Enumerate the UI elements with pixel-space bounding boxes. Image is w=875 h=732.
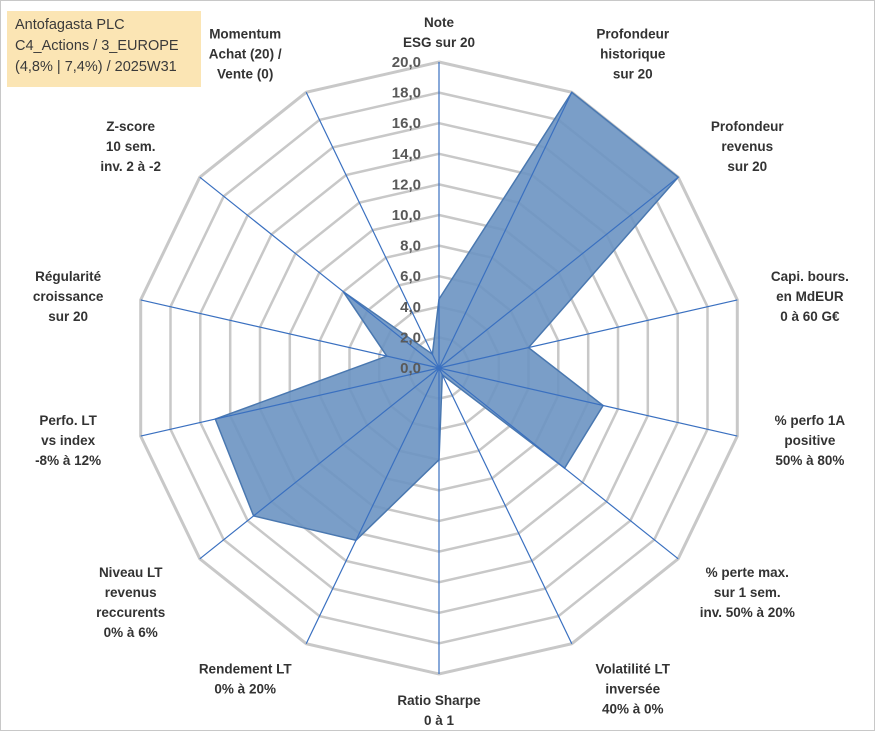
- axis-label-line: 50% à 80%: [775, 453, 844, 468]
- axis-label-line: % perfo 1A: [775, 413, 846, 428]
- axis-label-line: Régularité: [35, 269, 102, 284]
- tick-label: 16,0: [392, 115, 421, 132]
- axis-label-line: Niveau LT: [99, 565, 163, 580]
- axis-label-line: croissance: [33, 289, 104, 304]
- axis-label-line: 0% à 20%: [214, 681, 276, 696]
- tick-label: 8,0: [400, 238, 421, 255]
- axis-label-line: inv. 2 à -2: [100, 159, 161, 174]
- axis-spoke: [199, 367, 440, 560]
- tick-label: 18,0: [392, 85, 421, 102]
- title-company: Antofagasta PLC: [15, 17, 125, 33]
- axis-label-line: Rendement LT: [199, 661, 293, 676]
- tick-label: 14,0: [392, 146, 421, 163]
- title-category: C4_Actions / 3_EUROPE: [15, 38, 179, 54]
- tick-label: 12,0: [392, 176, 421, 193]
- tick-label: 20,0: [392, 54, 421, 71]
- axis-label-line: sur 20: [727, 159, 767, 174]
- axis-label-line: Z-score: [106, 119, 155, 134]
- axis-spoke: [438, 367, 573, 644]
- axis-label-line: Volatilité LT: [596, 661, 671, 676]
- axis-label-line: 0 à 60 G€: [780, 309, 840, 324]
- axis-label-line: inversée: [605, 681, 660, 696]
- axis-label-line: 10 sem.: [106, 139, 156, 154]
- axis-label-line: ESG sur 20: [403, 35, 475, 50]
- radial-tick-labels: 0,0 2,0 4,0 6,0 8,0 10,0 12,0 14,0 16,0 18,0 20,0: [392, 54, 421, 377]
- axis-label-line: vs index: [41, 433, 96, 448]
- axis-label-line: Profondeur: [711, 119, 784, 134]
- axis-spoke: [438, 367, 679, 560]
- axis-label-line: sur 1 sem.: [714, 585, 781, 600]
- axis-label-line: Note: [424, 15, 454, 30]
- axis-label-line: Achat (20) /: [209, 47, 282, 62]
- tick-label: 2,0: [400, 329, 421, 346]
- series-area: [214, 91, 680, 542]
- axis-spoke: [438, 299, 738, 369]
- axis-label-line: sur 20: [613, 67, 653, 82]
- axis-label-line: reccurents: [96, 605, 165, 620]
- tick-label: 0,0: [400, 360, 421, 377]
- axis-label-line: Perfo. LT: [39, 413, 97, 428]
- radar-spokes: [140, 62, 738, 674]
- axis-label-line: Profondeur: [596, 27, 669, 42]
- axis-spoke: [305, 92, 440, 369]
- axis-label-line: 0 à 1: [424, 713, 455, 728]
- axis-label-line: revenus: [721, 139, 773, 154]
- axis-label-line: Momentum: [209, 27, 281, 42]
- axis-labels: Note ESG sur 20 Profondeur historique sur 20…: [33, 15, 849, 728]
- axis-spoke: [438, 367, 738, 437]
- axis-label-line: inv. 50% à 20%: [700, 605, 795, 620]
- axis-label-line: Capi. bours.: [771, 269, 849, 284]
- axis-spoke: [438, 176, 679, 369]
- title-stats: (4,8% | 7,4%) / 2025W31: [15, 59, 177, 75]
- axis-label-line: Ratio Sharpe: [397, 693, 481, 708]
- axis-label-line: revenus: [105, 585, 157, 600]
- axis-label-line: 40% à 0%: [602, 701, 664, 716]
- axis-label-line: -8% à 12%: [35, 453, 101, 468]
- radar-series: [214, 91, 680, 542]
- tick-label: 4,0: [400, 299, 421, 316]
- axis-label-line: 0% à 6%: [104, 625, 158, 640]
- tick-label: 10,0: [392, 207, 421, 224]
- axis-spoke: [199, 176, 440, 369]
- axis-label-line: historique: [600, 47, 666, 62]
- axis-spoke: [140, 299, 440, 369]
- axis-label-line: positive: [784, 433, 836, 448]
- axis-spoke: [140, 367, 440, 437]
- chart-title-box: Antofagasta PLC C4_Actions / 3_EUROPE (4…: [7, 11, 201, 87]
- axis-spoke: [305, 367, 440, 644]
- axis-label-line: Vente (0): [217, 67, 273, 82]
- axis-spoke: [438, 92, 573, 369]
- tick-label: 6,0: [400, 268, 421, 285]
- axis-label-line: sur 20: [48, 309, 88, 324]
- axis-label-line: % perte max.: [706, 565, 789, 580]
- axis-label-line: en MdEUR: [776, 289, 844, 304]
